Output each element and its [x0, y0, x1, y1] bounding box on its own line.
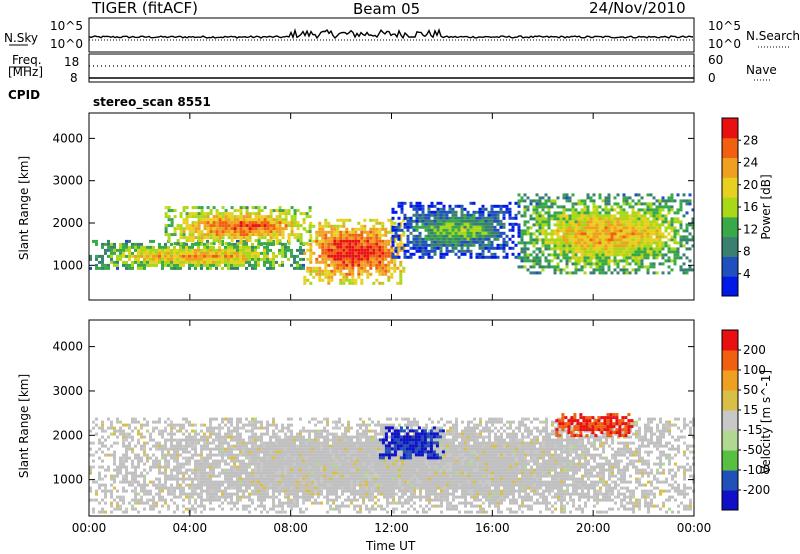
power-colorbar-swatch	[722, 137, 738, 159]
freq-label: Freq.	[12, 53, 42, 67]
power-feature	[89, 239, 305, 270]
velocity-colorbar-swatch	[722, 370, 738, 391]
velocity-colorbar-tick-label: -100	[743, 463, 770, 477]
velocity-ytick-label: 2000	[52, 428, 83, 442]
date-label: 24/Nov/2010	[589, 0, 686, 17]
nsky-strip-frame	[88, 17, 695, 53]
xtick-label: 16:00	[475, 521, 510, 535]
power-colorbar-label: Power [dB]	[759, 174, 773, 240]
power-colorbar-tick-label: 20	[743, 178, 758, 192]
velocity-colorbar-swatch	[722, 350, 738, 371]
power-feature	[391, 201, 521, 259]
power-ytick-label: 3000	[52, 174, 83, 188]
freq-strip-frame	[88, 53, 695, 83]
velocity-colorbar-tick-label: -200	[743, 483, 770, 497]
power-colorbar-tick-label: 12	[743, 222, 758, 236]
nsearch-label: N.Search	[746, 29, 800, 43]
velocity-colorbar-swatch	[722, 330, 738, 351]
freq-unit-label: [MHz]	[8, 65, 44, 79]
xtick-label: 00:00	[677, 521, 712, 535]
freq-tick-top: 18	[64, 55, 80, 69]
velocity-colorbar-swatch	[722, 490, 738, 511]
xtick-label: 00:00	[72, 521, 107, 535]
power-ytick-label: 4000	[52, 131, 83, 145]
velocity-colorbar-tick-label: -50	[743, 443, 763, 457]
xtick-label: 12:00	[374, 521, 409, 535]
freq-tick-bottom: 8	[70, 71, 78, 85]
power-colorbar-tick-label: 4	[743, 267, 751, 281]
velocity-panel	[89, 413, 695, 514]
power-colorbar-tick-label: 8	[743, 245, 751, 259]
power-colorbar: 28 24 20 16 12 8 4	[721, 117, 758, 297]
xtick-label: 04:00	[173, 521, 208, 535]
beam-label: Beam 05	[353, 0, 421, 18]
power-ylabel: Slant Range [km]	[17, 155, 31, 261]
power-colorbar-swatch	[722, 197, 738, 218]
nsearch-tick-bottom: 10^0	[708, 37, 741, 51]
axes-layer: 1000 2000 3000 4000 1000 2000 3000 4000 00:00 04:…	[52, 112, 712, 535]
velocity-colorbar-frame	[721, 329, 739, 511]
power-colorbar-swatch	[722, 276, 738, 297]
noise-sky-line	[88, 28, 694, 40]
power-feature	[517, 193, 695, 275]
parameter-strips	[9, 17, 790, 83]
velocity-ytick-label: 4000	[52, 340, 83, 354]
power-colorbar-tick-label: 28	[743, 133, 758, 147]
power-ytick-label: 1000	[52, 258, 83, 272]
nave-tick-bottom: 0	[708, 71, 716, 85]
velocity-colorbar-swatch	[722, 470, 738, 491]
power-colorbar-swatch	[722, 177, 738, 198]
xtick-label: 08:00	[273, 521, 308, 535]
velocity-colorbar-tick-label: 100	[743, 363, 766, 377]
nave-label: Nave	[746, 63, 777, 77]
velocity-colorbar-tick-label: 200	[743, 343, 766, 357]
velocity-feature	[555, 413, 634, 438]
power-feature	[164, 206, 312, 246]
xtick-label: 20:00	[576, 521, 611, 535]
power-ytick-label: 2000	[52, 216, 83, 230]
velocity-colorbar-swatch	[722, 430, 738, 451]
power-colorbar-swatch	[722, 216, 738, 238]
velocity-ytick-label: 3000	[52, 384, 83, 398]
time-xlabel: Time UT	[366, 539, 416, 553]
radar-name: TIGER (fitACF)	[92, 0, 199, 17]
nsky-label: N.Sky	[4, 31, 39, 45]
power-colorbar-tick-label: 16	[743, 200, 758, 214]
power-colorbar-swatch	[722, 236, 738, 257]
nsky-tick-top: 10^5	[50, 19, 83, 33]
velocity-colorbar: 200 100 50 15 -15 -50 -100 -200	[721, 329, 770, 511]
nsky-tick-bottom: 10^0	[50, 37, 83, 51]
velocity-ytick-label: 1000	[52, 473, 83, 487]
velocity-feature	[378, 426, 445, 460]
power-feature	[303, 218, 406, 285]
velocity-colorbar-swatch	[722, 390, 738, 411]
power-colorbar-swatch	[722, 118, 738, 139]
power-colorbar-swatch	[722, 256, 738, 277]
velocity-colorbar-swatch	[722, 450, 738, 471]
velocity-colorbar-label: Velocity [m s^-1]	[759, 369, 773, 475]
velocity-colorbar-swatch	[722, 410, 738, 431]
velocity-colorbar-tick-label: -15	[743, 423, 763, 437]
power-colorbar-tick-label: 24	[743, 156, 758, 170]
velocity-colorbar-tick-label: 15	[743, 403, 758, 417]
nave-tick-top: 60	[708, 53, 724, 67]
power-colorbar-swatch	[722, 157, 738, 178]
cpid-value: stereo_scan 8551	[93, 95, 211, 109]
velocity-colorbar-tick-label: 50	[743, 383, 758, 397]
power-panel	[89, 193, 695, 285]
velocity-feature	[89, 417, 695, 514]
cpid-label: CPID	[8, 88, 41, 102]
velocity-ylabel: Slant Range [km]	[17, 373, 31, 479]
nsearch-tick-top: 10^5	[708, 19, 741, 33]
